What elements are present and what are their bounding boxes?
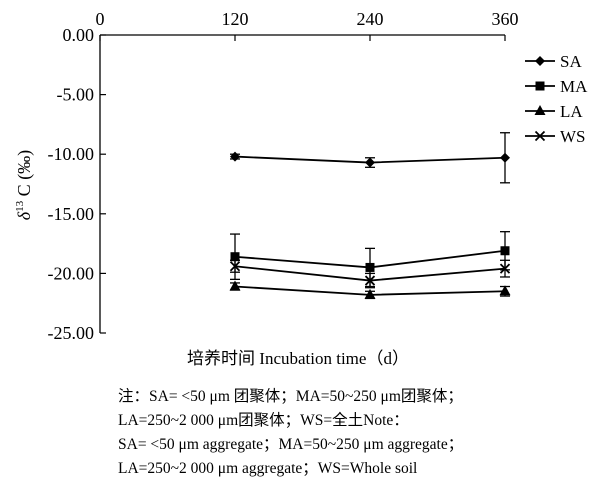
y-tick-label: -5.00 [57,85,95,105]
y-tick-label: 0.00 [63,25,95,45]
x-axis-label: 培养时间 Incubation time（d） [187,349,409,368]
note-line-1: 注：SA= <50 μm 团聚体；MA=50~250 μm团聚体； [118,388,463,405]
y-tick-label: -15.00 [48,204,95,224]
y-axis-label: δ13 C (‰) [14,150,35,220]
y-tick-label: -10.00 [48,144,95,164]
x-tick-label: 120 [222,9,249,29]
legend-marker [534,130,546,142]
series-la [229,280,511,300]
data-point [229,261,241,272]
series-sa [230,132,510,184]
x-tick-label: 0 [96,9,105,29]
legend-label: WS [560,127,586,146]
plot-area [229,132,511,300]
x-tick-label: 240 [357,9,384,29]
data-point [229,280,241,291]
legend-marker [534,105,546,115]
x-tick-label: 360 [492,9,519,29]
data-point [364,288,376,299]
legend-marker [535,56,545,66]
note-line-2: LA=250~2 000 μm团聚体；WS=全土Note： [118,412,409,429]
data-point [499,263,511,274]
legend-label: MA [560,77,588,96]
data-point [499,285,511,296]
legend-marker [535,81,545,91]
y-tick-labels: 0.00 -5.00 -10.00 -15.00 -20.00 -25.00 [48,25,95,343]
data-point [365,262,375,272]
series-ws [229,259,511,289]
legend-item-la: LA [525,102,583,121]
y-tick-label: -25.00 [48,323,95,343]
note-line-4: LA=250~2 000 μm aggregate；WS=Whole soil [118,460,418,477]
figure-note: 注：SA= <50 μm 团聚体；MA=50~250 μm团聚体； LA=250… [118,385,463,481]
data-point [230,151,240,162]
data-point [500,246,510,256]
legend-label: LA [560,102,583,121]
legend-item-sa: SA [525,52,582,71]
data-point [500,152,510,163]
legend-item-ws: WS [525,127,586,146]
x-tick-labels: 0 120 240 360 [96,9,519,29]
legend-label: SA [560,52,582,71]
axes [99,34,506,334]
legend: SA MA LA WS [525,52,588,146]
data-point [364,275,376,286]
note-line-3: SA= <50 μm aggregate；MA=50~250 μm aggreg… [118,436,464,453]
legend-item-ma: MA [525,77,588,96]
data-point [365,157,375,168]
data-point [230,252,240,262]
y-tick-label: -20.00 [48,263,95,283]
